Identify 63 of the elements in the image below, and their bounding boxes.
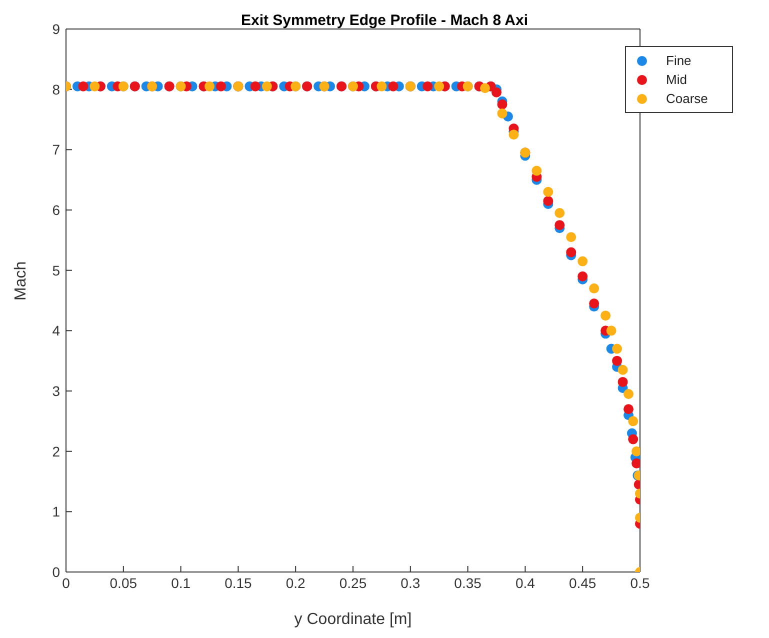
point xyxy=(216,81,226,92)
point xyxy=(612,344,622,354)
point xyxy=(543,186,554,197)
y-tick-label: 1 xyxy=(52,504,60,520)
point xyxy=(532,166,542,176)
x-tick-label: 0.05 xyxy=(110,574,138,591)
x-tick-label: 0.45 xyxy=(568,574,596,591)
point xyxy=(628,416,638,426)
y-tick-label: 9 xyxy=(52,20,60,37)
point xyxy=(578,271,588,282)
x-tick-label: 0.2 xyxy=(286,574,306,591)
point xyxy=(624,389,634,400)
chart-title: Exit Symmetry Edge Profile - Mach 8 Axi xyxy=(240,12,528,29)
point xyxy=(578,256,588,266)
point xyxy=(618,376,628,387)
x-axis-title: y Coordinate [m] xyxy=(294,611,412,628)
x-tick-label: 0.25 xyxy=(339,574,367,591)
y-tick-label: 2 xyxy=(52,443,60,460)
point xyxy=(589,283,600,294)
point xyxy=(566,232,576,242)
point xyxy=(618,364,628,375)
point xyxy=(492,87,502,98)
point xyxy=(497,99,508,110)
y-tick-label: 7 xyxy=(52,142,60,158)
point xyxy=(204,81,214,92)
x-tick-label: 0.3 xyxy=(400,574,420,591)
point xyxy=(262,81,272,92)
point xyxy=(600,310,611,321)
x-tick-label: 0.35 xyxy=(454,574,482,591)
x-tick-label: 0.15 xyxy=(224,574,252,591)
point xyxy=(422,81,433,92)
y-tick-label: 4 xyxy=(52,322,60,339)
point xyxy=(497,108,508,118)
legend-label: Coarse xyxy=(666,90,708,108)
x-tick-label: 0.4 xyxy=(515,574,536,591)
point xyxy=(434,81,444,92)
y-tick-label: 5 xyxy=(52,262,60,278)
y-tick-label: 0 xyxy=(52,564,60,580)
point xyxy=(628,434,638,444)
legend-label: Mid xyxy=(666,71,687,89)
x-tick-label: 0 xyxy=(62,574,70,591)
point xyxy=(78,81,88,92)
y-axis-title: Mach xyxy=(12,261,30,300)
point xyxy=(566,247,576,258)
point xyxy=(508,130,519,140)
point xyxy=(589,298,600,309)
point xyxy=(388,81,398,92)
y-tick-label: 8 xyxy=(52,81,60,98)
point xyxy=(480,83,490,94)
point xyxy=(90,81,100,92)
point xyxy=(554,220,565,230)
point xyxy=(376,81,387,92)
legend-label: Fine xyxy=(666,52,692,70)
x-tick-label: 0.1 xyxy=(171,574,191,591)
point xyxy=(606,326,616,336)
y-tick-label: 3 xyxy=(52,382,60,399)
point xyxy=(543,196,554,206)
y-tick-label: 6 xyxy=(52,202,60,218)
point xyxy=(554,208,565,218)
point xyxy=(624,404,634,414)
point xyxy=(612,356,622,366)
x-tick-label: 0.5 xyxy=(630,574,650,591)
point xyxy=(250,81,260,92)
